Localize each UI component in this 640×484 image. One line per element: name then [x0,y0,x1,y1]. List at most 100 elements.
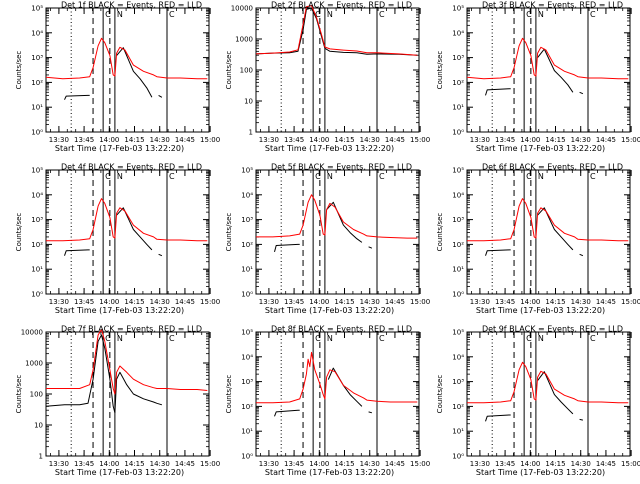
y-tick-label: 10² [241,403,253,411]
x-axis-label: Start Time (17-Feb-03 13:22:20) [265,306,394,315]
y-axis-label: Counts/sec [225,51,233,90]
y-tick-label: 10⁴ [452,29,464,37]
series-events-line [485,207,584,257]
y-tick-label: 10 [244,98,253,106]
x-tick-label: 14:30 [150,298,170,306]
y-tick-label: 10000 [231,5,253,13]
x-tick-label: 14:30 [360,136,380,144]
series-lld-line [467,361,629,404]
y-tick-label: 10⁴ [452,191,464,199]
subplot-det-6f: 10⁰ 10¹ 10² 10³ 10⁴ 10⁵ 13:30 13:45 14:00 14:15 14… [436,163,640,316]
x-tick-label: 13:30 [470,460,490,468]
subplot-det-4f: 10⁰ 10¹ 10² 10³ 10⁴ 10⁵ 13:30 13:45 14:00 14:15 14… [15,163,220,316]
plot-frame [466,331,631,457]
x-tick-label: 14:45 [385,298,405,306]
x-tick-label: 14:00 [99,460,119,468]
x-tick-label: 15:00 [621,460,640,468]
x-tick-label: 14:45 [175,460,195,468]
x-tick-label: 13:45 [74,460,94,468]
y-tick-label: 1000 [25,360,43,368]
y-tick-label: 10³ [452,216,464,224]
x-tick-label: 15:00 [410,298,430,306]
time-marker-label: C [590,334,596,343]
y-axis-label: Counts/sec [15,51,23,90]
x-tick-label: 14:00 [309,460,329,468]
y-tick-label: 10⁰ [452,291,464,299]
time-marker-label: N [327,10,333,19]
x-axis-label: Start Time (17-Feb-03 13:22:20) [476,306,605,315]
x-tick-label: 14:15 [545,136,565,144]
y-axis-label: Counts/sec [15,213,23,252]
y-axis-label: Counts/sec [436,375,444,414]
time-marker-label: N [117,172,123,181]
x-axis-label: Start Time (17-Feb-03 13:22:20) [265,468,394,477]
y-tick-label: 10³ [31,216,43,224]
y-tick-label: 10³ [452,378,464,386]
y-tick-label: 100 [240,67,253,75]
y-tick-label: 10¹ [31,104,43,112]
series-lld-line [46,329,208,395]
x-tick-label: 13:30 [49,460,69,468]
x-tick-label: 13:45 [74,298,94,306]
x-tick-label: 13:45 [495,136,515,144]
x-axis-label: Start Time (17-Feb-03 13:22:20) [55,144,184,153]
plot-frame [466,169,631,295]
y-tick-label: 10² [31,79,43,87]
x-tick-label: 14:15 [334,136,354,144]
subplot-det-9f: 10⁰ 10¹ 10² 10³ 10⁴ 10⁵ 13:30 13:45 14:00 14:15 14… [436,325,640,478]
subplot-det-2f: 1 10 100 1000 10000 13:30 13:45 14:00 14:15 14:30… [225,1,430,154]
time-marker-label: C [169,10,175,19]
time-marker-label: N [538,10,544,19]
y-tick-label: 10⁴ [241,353,253,361]
series-lld-line [256,194,418,239]
x-axis-label: Start Time (17-Feb-03 13:22:20) [55,468,184,477]
y-tick-label: 1000 [235,36,253,44]
time-marker-label: N [117,10,123,19]
series-lld-line [467,198,629,242]
y-tick-label: 10² [241,241,253,249]
time-marker-label: C [526,334,532,343]
x-tick-label: 14:30 [150,460,170,468]
series-lld-line [466,37,629,80]
y-tick-label: 10² [31,241,43,249]
y-tick-label: 10² [452,241,464,249]
x-tick-label: 14:00 [520,136,540,144]
y-tick-label: 10¹ [241,266,253,274]
x-tick-label: 14:45 [596,460,616,468]
subplot-title: Det 1f BLACK = Events, RED = LLD [61,1,202,10]
x-tick-label: 14:45 [385,136,405,144]
subplot-title: Det 9f BLACK = Events, RED = LLD [482,325,623,334]
x-tick-label: 14:15 [545,298,565,306]
time-marker-label: C [105,10,111,19]
x-tick-label: 13:30 [259,298,279,306]
series-lld-line [46,198,208,242]
plot-frame [255,331,420,457]
time-marker-label: C [105,172,111,181]
subplot-det-5f: 10⁰ 10¹ 10² 10³ 10⁴ 10⁵ 13:30 13:45 14:00 14:15 14… [225,163,430,316]
subplot-title: Det 8f BLACK = Events, RED = LLD [271,325,412,334]
series-lld-line [45,37,208,80]
subplot-det-8f: 10⁰ 10¹ 10² 10³ 10⁴ 10⁵ 13:30 13:45 14:00 14:15 14… [225,325,430,478]
y-axis-label: Counts/sec [225,375,233,414]
subplot-title: Det 4f BLACK = Events, RED = LLD [61,163,202,172]
x-axis-label: Start Time (17-Feb-03 13:22:20) [55,306,184,315]
x-tick-label: 13:45 [495,460,515,468]
y-tick-label: 10¹ [452,104,464,112]
subplot-title: Det 6f BLACK = Events, RED = LLD [482,163,623,172]
x-tick-label: 14:30 [150,136,170,144]
y-tick-label: 10⁰ [241,453,253,461]
series-events-line [274,367,373,417]
y-tick-label: 10⁴ [31,191,43,199]
time-marker-label: C [526,172,532,181]
time-marker-label: C [590,10,596,19]
series-events-line [255,7,418,56]
y-tick-label: 10² [452,403,464,411]
y-tick-label: 10¹ [31,266,43,274]
time-marker-label: C [105,334,111,343]
time-marker-label: C [379,172,385,181]
y-axis-label: Counts/sec [436,51,444,90]
x-tick-label: 14:45 [175,298,195,306]
x-tick-label: 14:00 [309,298,329,306]
time-marker-label: N [538,172,544,181]
x-tick-label: 15:00 [410,460,430,468]
